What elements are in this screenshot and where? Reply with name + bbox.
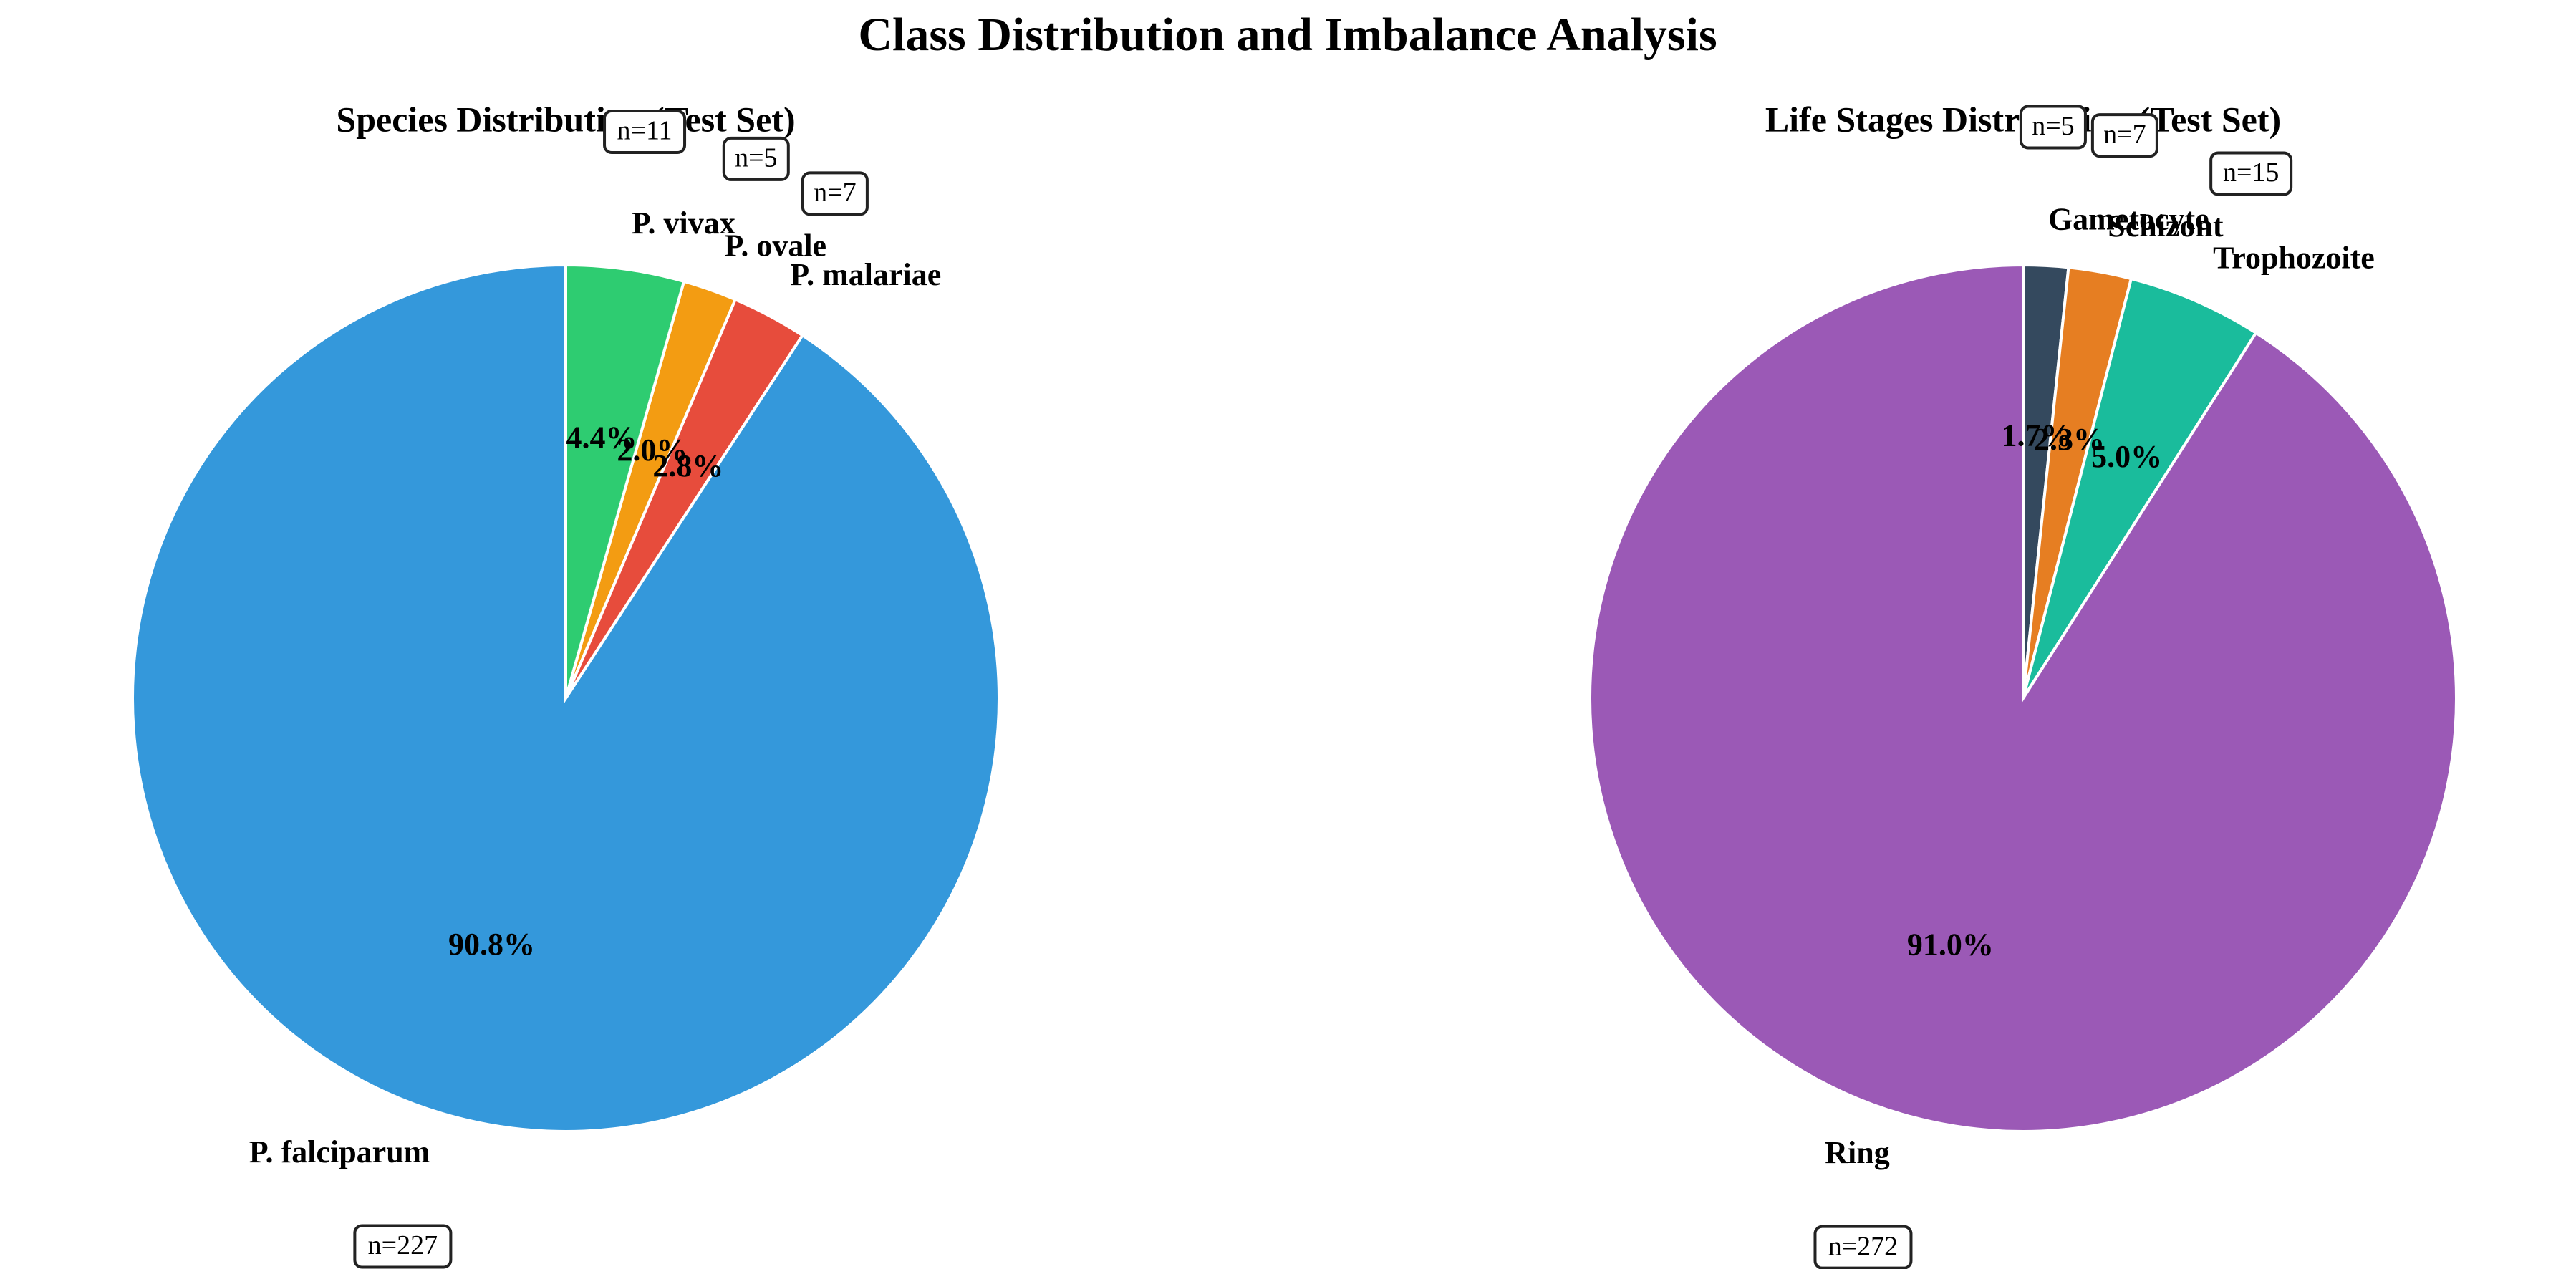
species-count-p-ovale: n=5 [722,136,790,181]
species-count-p-malariae: n=7 [801,171,869,216]
species-percent-label-p-falciparum: 90.8% [448,927,535,962]
life-stage-category-label-gametocyte: Gametocyte [2048,202,2209,237]
svg-text:n=5: n=5 [2032,111,2074,141]
svg-text:n=7: n=7 [814,178,856,208]
species-count-p-falciparum: n=227 [353,1224,453,1269]
svg-text:n=5: n=5 [735,143,777,173]
life-stage-category-label-ring: Ring [1825,1135,1889,1170]
species-percent-label-p-vivax: 4.4% [566,420,637,455]
species-pie-chart: Species Distribution (Test Set) 4.4%2.0%… [131,99,1000,1269]
species-percent-label-p-malariae: 2.8% [652,448,723,483]
species-slice-p-falciparum [131,263,1000,1133]
life-stage-count-ring: n=272 [1813,1225,1913,1269]
species-chart-title: Species Distribution (Test Set) [336,99,795,139]
svg-text:n=227: n=227 [368,1230,438,1260]
life-stage-percent-label-trophozoite: 5.0% [2091,439,2162,474]
life-stage-percent-label-gametocyte: 1.7% [2002,418,2073,453]
life-stage-category-label-trophozoite: Trophozoite [2213,241,2375,276]
species-percent-label-p-ovale: 2.0% [617,433,688,468]
species-category-label-p-vivax: P. vivax [632,206,735,241]
svg-text:n=11: n=11 [617,116,672,146]
life-stage-percent-label-schizont: 2.3% [2034,422,2105,457]
life-stages-pie-chart: Life Stages Distribution (Test Set) 1.7%… [1588,99,2458,1269]
species-count-p-vivax: n=11 [603,110,687,155]
life-stage-count-trophozoite: n=15 [2209,151,2293,196]
life-stage-count-gametocyte: n=5 [2019,105,2087,150]
species-category-label-p-ovale: P. ovale [724,228,826,264]
life-stage-slice-ring [1588,263,2458,1133]
svg-text:n=7: n=7 [2103,120,2146,150]
life-stage-category-label-schizont: Schizont [2108,208,2224,243]
life-stage-count-schizont: n=7 [2090,113,2158,158]
species-category-label-p-malariae: P. malariae [790,257,941,292]
svg-text:n=272: n=272 [1828,1231,1898,1261]
life-stage-slice-trophozoite [2022,276,2258,700]
life-stage-percent-label-ring: 91.0% [1907,927,1994,962]
species-category-label-p-falciparum: P. falciparum [249,1134,430,1169]
svg-text:n=15: n=15 [2223,158,2279,188]
figure-title: Class Distribution and Imbalance Analysi… [858,9,1717,61]
